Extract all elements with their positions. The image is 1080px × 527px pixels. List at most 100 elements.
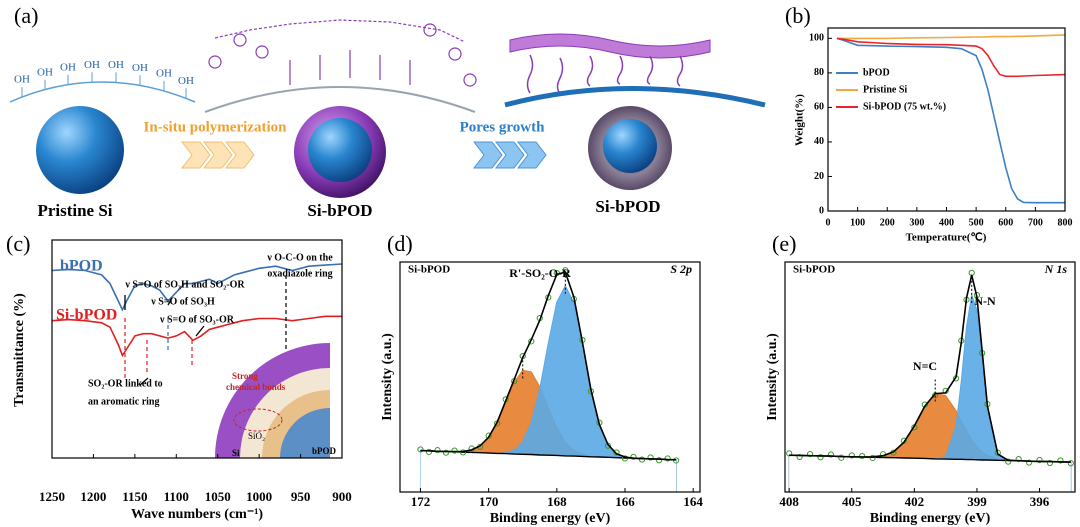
data-point (655, 457, 663, 464)
surface-arc (204, 86, 476, 113)
annotation: oxadiazole ring (267, 268, 332, 279)
plot-frame (399, 261, 701, 493)
x-tick-label: 400 (939, 217, 954, 228)
x-tick-label: 1150 (122, 489, 147, 504)
x-tick-label: 1200 (80, 489, 106, 504)
si-core (603, 119, 657, 173)
oh-label: OH (60, 61, 76, 73)
data-point (968, 269, 975, 276)
orbital-label: N 1s (1044, 262, 1068, 276)
data-point (451, 447, 458, 454)
y-tick-label: 0 (819, 205, 824, 216)
x-axis-label: Binding energy (eV) (870, 511, 991, 526)
series-line (836, 37, 1066, 78)
x-tick-label: 500 (969, 217, 984, 228)
plot-frame (784, 261, 1076, 493)
surface-arc (9, 81, 196, 103)
x-tick-label: 100 (850, 217, 865, 228)
inset-label: bPOD (312, 446, 337, 456)
si-core (308, 118, 372, 182)
inset-label: SiO₂ (248, 431, 265, 441)
legend-label: bPOD (863, 67, 890, 78)
series-line (836, 34, 1066, 40)
data-point (1005, 458, 1012, 465)
oh-label: OH (84, 59, 100, 71)
series-label: bPOD (60, 258, 103, 275)
chart: 172 170 168 166 164 (d) Binding energy (eV) Int… (380, 231, 703, 526)
y-axis-label: Intensity (a.u.) (380, 333, 395, 421)
orbital-label: S 2p (670, 262, 692, 276)
data-point (859, 453, 866, 460)
x-tick-label: 408 (779, 494, 799, 509)
plot-title: Si-bPOD (408, 264, 450, 276)
chevrons (180, 141, 255, 169)
y-axis-label: Intensity (a.u.) (765, 333, 780, 421)
item-label: Si-bPOD (595, 197, 660, 216)
data-point (417, 446, 424, 453)
polymer-chain (214, 19, 466, 43)
data-point (459, 449, 467, 456)
data-point (838, 454, 845, 461)
data-point (869, 454, 876, 462)
x-axis-label: Temperature(℃) (906, 232, 987, 244)
legend-label: Si-bPOD (75 wt.%) (863, 101, 946, 112)
data-point (1067, 460, 1074, 467)
x-tick-label: 172 (411, 494, 431, 509)
inset-si (280, 408, 330, 458)
inset-label: Strong (232, 371, 258, 381)
oh-label: OH (156, 67, 172, 79)
y-tick-label: 60 (814, 102, 824, 113)
data-point (1026, 459, 1033, 466)
annotation: N-N (974, 294, 996, 308)
data-point (425, 448, 433, 456)
y-tick-label: 20 (814, 171, 824, 182)
x-tick-label: 200 (880, 217, 895, 228)
data-point (994, 449, 1001, 456)
item-label: Si-bPOD (307, 201, 372, 220)
y-tick-label: 100 (809, 33, 824, 44)
panel-label: (d) (387, 231, 413, 256)
baseline-mask (420, 450, 677, 492)
chart: 1250 1200 1150 1100 1050 1000 950 900 (c) Wave nu… (6, 231, 352, 522)
plot-title: Si-bPOD (793, 264, 835, 276)
polymer-units (208, 23, 477, 87)
bond-ring (233, 408, 283, 432)
plot-frame (51, 239, 343, 459)
panel-label: (e) (772, 231, 796, 256)
y-axis-label: Weight(%) (794, 94, 806, 146)
inset-label: Si (232, 448, 240, 458)
series-line (420, 271, 677, 461)
annotation: R'-SO₂-O-R (509, 266, 571, 280)
y-axis-label: Transmittance (%) (12, 293, 27, 407)
chart: 408 405 402 399 396 (e) Binding energy (eV) Int… (765, 231, 1076, 526)
data-point (1015, 456, 1022, 463)
chevrons (472, 141, 547, 169)
data-point (664, 455, 671, 462)
data-point (1036, 456, 1043, 464)
data-point (796, 453, 803, 461)
oh-label: OH (108, 59, 124, 71)
x-tick-label: 399 (967, 494, 987, 509)
x-tick-label: 1250 (39, 489, 65, 504)
x-axis-label: Wave numbers (cm⁻¹) (131, 507, 263, 522)
chart: 0 100 200 300 400 500 600 700 800 0 20 40 60 80 100 (b)… (785, 3, 1073, 243)
y-tick-label: 40 (814, 136, 824, 147)
annotation: an aromatic ring (88, 396, 159, 407)
x-tick-label: 700 (1028, 217, 1043, 228)
si-sphere (36, 106, 124, 194)
x-tick-label: 170 (479, 494, 499, 509)
polymer-layer (509, 33, 711, 59)
data-point (434, 447, 441, 454)
data-point (1057, 457, 1064, 464)
data-point (817, 454, 824, 461)
panel-a: (a) Pristine Si In-situ polymerization S… (9, 3, 766, 220)
data-point (806, 450, 814, 458)
annotation: ν S=O of SO₃H and SO₂-OR (124, 279, 245, 290)
x-tick-label: 300 (909, 217, 924, 228)
item-label: Pristine Si (37, 201, 112, 220)
oh-label: OH (178, 75, 194, 87)
data-point (786, 450, 793, 457)
inset-c (215, 343, 330, 458)
x-tick-label: 1100 (164, 489, 189, 504)
